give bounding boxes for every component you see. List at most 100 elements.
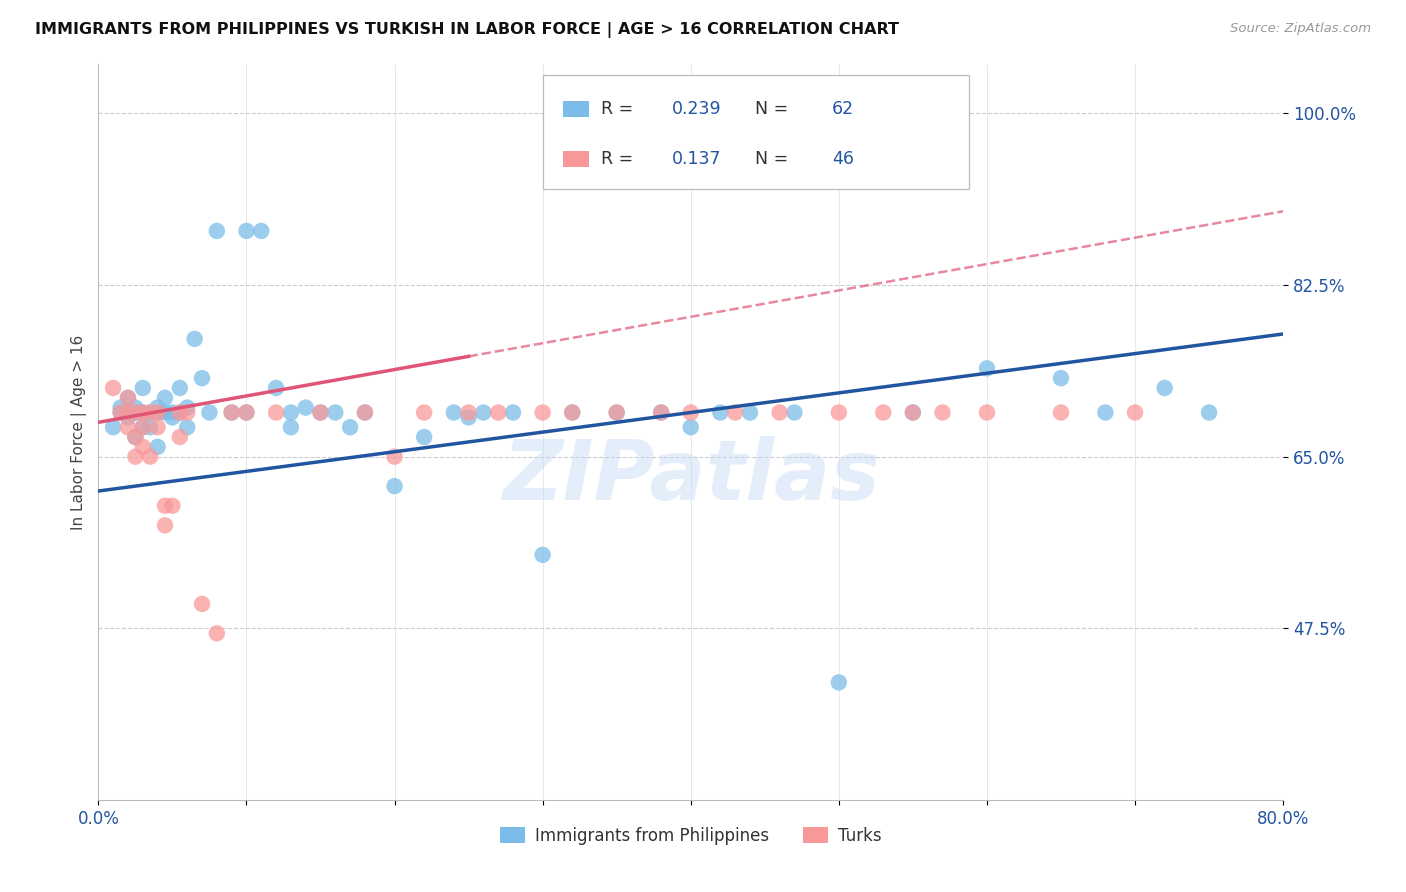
Point <box>606 405 628 419</box>
Text: R =: R = <box>600 100 638 118</box>
Point <box>561 405 583 419</box>
Point <box>117 405 139 419</box>
Point <box>235 405 257 419</box>
Point <box>146 401 169 415</box>
Point <box>606 405 628 419</box>
Point <box>110 401 132 415</box>
Point <box>384 450 406 464</box>
Point <box>205 626 228 640</box>
Point <box>413 405 436 419</box>
Point <box>101 420 124 434</box>
Point <box>738 405 761 419</box>
Point <box>124 450 146 464</box>
Point <box>183 332 205 346</box>
Point <box>323 405 346 419</box>
Point <box>124 405 146 419</box>
Point <box>1094 405 1116 419</box>
Point <box>132 420 155 434</box>
Point <box>162 410 184 425</box>
Point <box>132 405 155 419</box>
Point <box>709 405 731 419</box>
Point <box>162 499 184 513</box>
Point <box>561 405 583 419</box>
FancyBboxPatch shape <box>562 151 589 167</box>
Text: N =: N = <box>755 150 793 168</box>
Point <box>264 405 287 419</box>
Point <box>176 420 198 434</box>
Point <box>146 405 169 419</box>
Point <box>976 405 998 419</box>
Text: 0.137: 0.137 <box>672 150 721 168</box>
Point <box>1050 405 1073 419</box>
Point <box>486 405 509 419</box>
Point <box>132 381 155 395</box>
Point <box>531 405 554 419</box>
Text: R =: R = <box>600 150 638 168</box>
Text: ZIPatlas: ZIPatlas <box>502 436 880 516</box>
Point <box>901 405 924 419</box>
Point <box>354 405 377 419</box>
Point <box>176 401 198 415</box>
Point <box>191 371 214 385</box>
Point <box>872 405 894 419</box>
Point <box>235 405 257 419</box>
Point <box>280 405 302 419</box>
Y-axis label: In Labor Force | Age > 16: In Labor Force | Age > 16 <box>72 334 87 530</box>
Point <box>354 405 377 419</box>
Point <box>169 405 191 419</box>
Point <box>205 224 228 238</box>
Point <box>502 405 524 419</box>
Point <box>110 405 132 419</box>
FancyBboxPatch shape <box>562 101 589 117</box>
Point <box>132 420 155 434</box>
Point <box>531 548 554 562</box>
Point <box>413 430 436 444</box>
Point <box>221 405 243 419</box>
Point <box>976 361 998 376</box>
Point <box>443 405 465 419</box>
Point <box>124 430 146 444</box>
Point <box>124 405 146 419</box>
Point <box>309 405 332 419</box>
Point <box>110 405 132 419</box>
Point <box>768 405 790 419</box>
Point <box>117 410 139 425</box>
Point <box>146 420 169 434</box>
Text: Source: ZipAtlas.com: Source: ZipAtlas.com <box>1230 22 1371 36</box>
Point <box>191 597 214 611</box>
Point <box>1153 381 1175 395</box>
Point <box>679 405 702 419</box>
Point <box>679 420 702 434</box>
Point <box>117 391 139 405</box>
Point <box>146 440 169 454</box>
Point <box>153 499 176 513</box>
Point <box>169 430 191 444</box>
Point <box>828 675 851 690</box>
Point <box>124 430 146 444</box>
Point <box>221 405 243 419</box>
Point <box>139 420 162 434</box>
Point <box>384 479 406 493</box>
Point <box>1198 405 1220 419</box>
Point <box>198 405 221 419</box>
Point <box>280 420 302 434</box>
Point <box>457 410 479 425</box>
Point <box>117 405 139 419</box>
Text: 0.239: 0.239 <box>672 100 721 118</box>
Point <box>146 405 169 419</box>
Point <box>901 405 924 419</box>
Point <box>472 405 495 419</box>
Point <box>169 405 191 419</box>
Text: N =: N = <box>755 100 793 118</box>
FancyBboxPatch shape <box>543 75 969 189</box>
Point <box>724 405 747 419</box>
Point <box>339 420 361 434</box>
Point <box>153 518 176 533</box>
Point <box>931 405 953 419</box>
Point <box>828 405 851 419</box>
Point <box>139 405 162 419</box>
Point <box>264 381 287 395</box>
Text: 46: 46 <box>832 150 853 168</box>
Point <box>169 381 191 395</box>
Text: 62: 62 <box>832 100 853 118</box>
